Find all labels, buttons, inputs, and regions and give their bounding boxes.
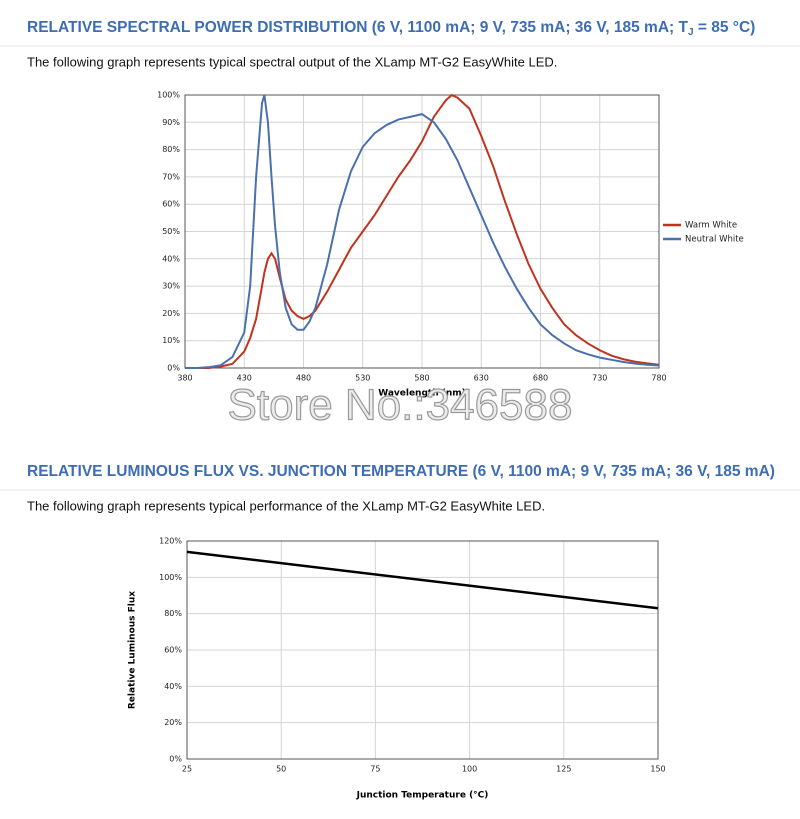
series-line	[185, 94, 660, 369]
x-tick-label: 25	[182, 765, 192, 774]
y-tick-label: 70%	[162, 172, 180, 181]
x-tick-label: 75	[370, 765, 380, 774]
description: The following graph represents typical p…	[27, 498, 545, 513]
y-tick-label: 40%	[164, 682, 182, 691]
x-tick-label: 100	[462, 765, 477, 774]
y-tick-label: 10%	[162, 336, 180, 345]
x-tick-label: 150	[650, 765, 665, 774]
legend-label: Warm White	[685, 221, 737, 231]
y-tick-label: 0%	[167, 364, 180, 373]
x-tick-label: 530	[355, 374, 370, 383]
y-tick-label: 40%	[162, 254, 180, 263]
y-axis-label: Relative Luminous Flux	[128, 591, 138, 709]
y-tick-label: 100%	[159, 573, 182, 582]
y-tick-label: 20%	[164, 718, 182, 727]
y-tick-label: 30%	[162, 282, 180, 291]
x-axis-label: Junction Temperature (°C)	[356, 791, 489, 801]
x-tick-label: 380	[177, 374, 192, 383]
x-tick-label: 480	[296, 374, 311, 383]
y-tick-label: 120%	[159, 537, 182, 546]
description: The following graph represents typical s…	[27, 54, 557, 69]
y-tick-label: 80%	[164, 609, 182, 618]
x-tick-label: 50	[276, 765, 286, 774]
y-tick-label: 80%	[162, 145, 180, 154]
heading: RELATIVE SPECTRAL POWER DISTRIBUTION (6 …	[27, 19, 755, 38]
watermark: Store No.:346588	[228, 381, 573, 430]
x-tick-label: 680	[533, 374, 548, 383]
x-tick-label: 580	[414, 374, 429, 383]
plot-frame	[184, 94, 660, 369]
y-tick-label: 20%	[162, 309, 180, 318]
x-tick-label: 630	[474, 374, 489, 383]
y-tick-label: 0%	[169, 755, 182, 764]
y-tick-label: 60%	[164, 646, 182, 655]
x-axis-label: Wavelength (nm)	[378, 389, 466, 399]
series-line	[186, 550, 659, 610]
x-tick-label: 730	[592, 374, 607, 383]
y-tick-label: 50%	[162, 227, 180, 236]
plot-frame	[186, 540, 659, 760]
x-tick-label: 125	[556, 765, 571, 774]
x-tick-label: 430	[237, 374, 252, 383]
heading: RELATIVE LUMINOUS FLUX VS. JUNCTION TEMP…	[27, 463, 775, 480]
y-tick-label: 60%	[162, 200, 180, 209]
y-tick-label: 90%	[162, 118, 180, 127]
y-tick-label: 100%	[157, 91, 180, 100]
series-line	[185, 93, 660, 369]
x-tick-label: 780	[651, 374, 666, 383]
legend-label: Neutral White	[685, 235, 744, 245]
